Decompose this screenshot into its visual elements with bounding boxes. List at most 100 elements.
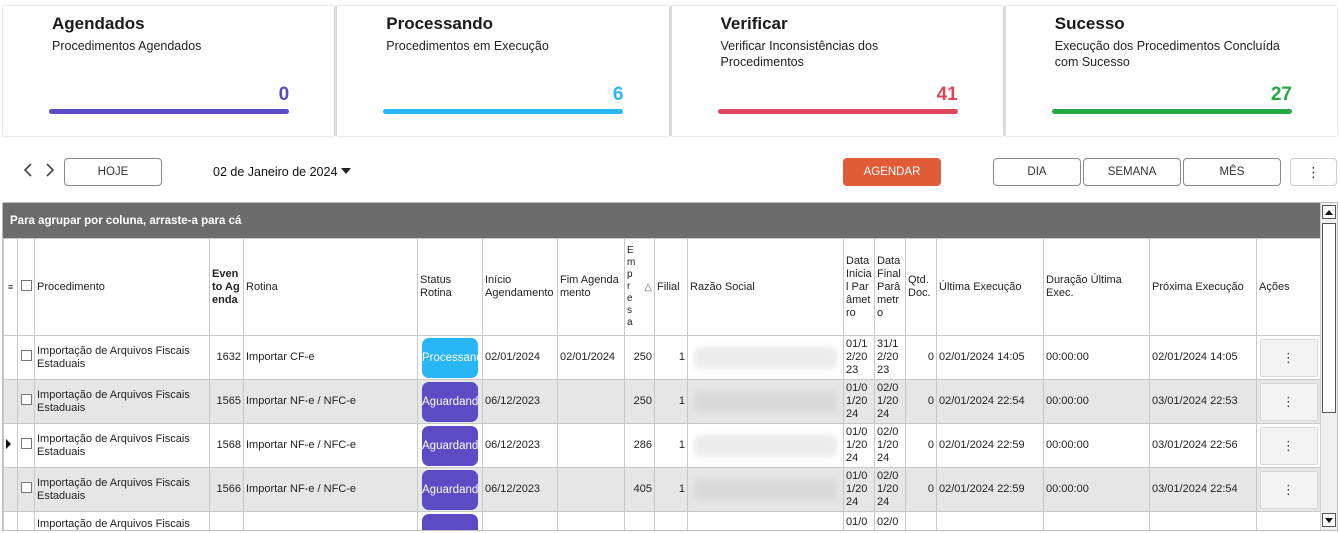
row-checkbox[interactable] (17, 467, 35, 512)
cell-procedimento: Importação de Arquivos Fiscais Estaduais (34, 467, 210, 512)
view-week-button[interactable]: SEMANA (1083, 158, 1181, 186)
cell-razao-social (687, 423, 844, 468)
cell-filial: 1 (654, 335, 688, 380)
card-processando[interactable]: Processando Procedimentos em Execução 6 (337, 6, 669, 136)
chevron-left-icon[interactable] (23, 163, 33, 182)
cell-filial: 1 (654, 379, 688, 424)
cell-empresa: 250 (624, 335, 655, 380)
group-by-panel[interactable]: Para agrupar por coluna, arraste-a para … (3, 203, 1337, 238)
cell-qtd: 0 (905, 467, 937, 512)
row-actions-button[interactable]: ⋮ (1259, 470, 1318, 509)
cell-acoes: ⋮ (1256, 423, 1321, 468)
card-verificar[interactable]: Verificar Verificar Inconsistências dos … (671, 6, 1003, 136)
cell-rotina: Importar CF-e (243, 335, 418, 380)
col-inicio[interactable]: Início Agendamento (482, 238, 558, 336)
cell-acoes: ⋮ (1256, 335, 1321, 380)
schedule-button[interactable]: AGENDAR (843, 158, 941, 186)
date-picker[interactable]: 02 de Janeiro de 2024 (213, 165, 352, 179)
cell-qtd: 0 (905, 423, 937, 468)
card-sucesso[interactable]: Sucesso Execução dos Procedimentos Concl… (1005, 6, 1337, 136)
col-empresa[interactable]: Empresa △ (624, 238, 655, 336)
col-rotina[interactable]: Rotina (243, 238, 418, 336)
table-row[interactable]: Importação de Arquivos Fiscais Estaduais… (3, 379, 1321, 424)
cell-inicio: 06/12/2023 (482, 423, 558, 468)
row-checkbox[interactable] (17, 511, 35, 530)
card-subtitle: Procedimentos Agendados (52, 39, 202, 53)
col-procedimento[interactable]: Procedimento (34, 238, 210, 336)
view-day-button[interactable]: DIA (993, 158, 1081, 186)
col-filial[interactable]: Filial (654, 238, 688, 336)
table-row[interactable]: Importação de Arquivos Fiscais Estaduais… (3, 423, 1321, 468)
scrollbar-thumb[interactable] (1322, 223, 1336, 413)
col-data-final[interactable]: Data Final Parâmetro (874, 238, 906, 336)
col-qtd-doc[interactable]: Qtd. Doc. (905, 238, 937, 336)
cell-qtd: 0 (905, 335, 937, 380)
cell-proxima: 03/01/2024 22:56 (1149, 423, 1257, 468)
row-actions-button[interactable]: ⋮ (1259, 426, 1318, 465)
status-badge (422, 514, 478, 530)
cell-duracao: 00:00:00 (1043, 423, 1150, 468)
cell-empresa: 286 (624, 423, 655, 468)
row-actions-button[interactable]: ⋮ (1259, 382, 1318, 421)
cell-inicio: 06/12/2023 (482, 379, 558, 424)
cell-filial: 1 (654, 467, 688, 512)
column-chooser-icon[interactable]: ≡ (3, 238, 18, 336)
cell-duracao: 00:00:00 (1043, 335, 1150, 380)
current-row-icon (6, 438, 11, 449)
row-checkbox[interactable] (17, 335, 35, 380)
cell-rotina (243, 511, 418, 530)
row-checkbox[interactable] (17, 423, 35, 468)
col-razao-social[interactable]: Razão Social (687, 238, 844, 336)
cell-proxima: 03/01/2024 22:54 (1149, 467, 1257, 512)
col-data-inicial[interactable]: Data Inicial Parâmetro (843, 238, 875, 336)
card-title: Agendados (52, 14, 145, 33)
row-actions-button[interactable]: ⋮ (1259, 338, 1318, 377)
sort-asc-icon: △ (644, 282, 652, 293)
cell-fim (557, 423, 625, 468)
vertical-scrollbar[interactable] (1320, 203, 1337, 530)
scroll-up-icon[interactable] (1322, 205, 1336, 219)
row-checkbox[interactable] (17, 379, 35, 424)
current-date: 02 de Janeiro de 2024 (213, 165, 338, 179)
cell-rotina: Importar NF-e / NFC-e (243, 423, 418, 468)
col-fim[interactable]: Fim Agendamento (557, 238, 625, 336)
select-all-checkbox[interactable] (17, 238, 35, 336)
cell-data-final: 02/01/2024 (874, 467, 906, 512)
summary-cards: Agendados Procedimentos Agendados 0 Proc… (3, 6, 1337, 136)
view-month-button[interactable]: MÊS (1183, 158, 1281, 186)
col-ultima-execucao[interactable]: Última Execução (936, 238, 1044, 336)
row-indicator (3, 467, 18, 512)
cell-data-final: 02/01/2024 (874, 423, 906, 468)
redacted-text (694, 434, 837, 457)
today-button[interactable]: HOJE (64, 158, 162, 186)
col-evento[interactable]: Evento Agenda (209, 238, 244, 336)
table-row[interactable]: Importação de Arquivos Fiscais Estaduais… (3, 467, 1321, 512)
scroll-down-icon[interactable] (1322, 513, 1336, 527)
cell-duracao: 00:00:00 (1043, 467, 1150, 512)
table-row[interactable]: Importação de Arquivos Fiscais Estaduais… (3, 335, 1321, 380)
cell-ultima: 02/01/2024 22:59 (936, 423, 1044, 468)
cell-acoes: ⋮ (1256, 467, 1321, 512)
cell-razao-social (687, 467, 844, 512)
cell-qtd (905, 511, 937, 530)
cell-status: Processando (417, 335, 483, 380)
col-duracao[interactable]: Duração Última Exec. (1043, 238, 1150, 336)
cell-evento: 1632 (209, 335, 244, 380)
cell-status (417, 511, 483, 530)
schedule-grid: Para agrupar por coluna, arraste-a para … (2, 202, 1338, 531)
cell-evento: 1566 (209, 467, 244, 512)
card-count: 0 (278, 84, 290, 105)
table-row[interactable]: Importação de Arquivos Fiscais 01/0 02/0 (3, 511, 1321, 530)
card-progress-bar (1051, 109, 1292, 114)
cell-data-inicial: 01/01/2024 (843, 467, 875, 512)
row-indicator (3, 379, 18, 424)
col-proxima-execucao[interactable]: Próxima Execução (1149, 238, 1257, 336)
chevron-right-icon[interactable] (45, 163, 55, 182)
cell-empresa: 250 (624, 379, 655, 424)
cell-ultima: 02/01/2024 22:59 (936, 467, 1044, 512)
col-status[interactable]: Status Rotina (417, 238, 483, 336)
more-options-button[interactable]: ⋮ (1290, 158, 1337, 186)
card-agendados[interactable]: Agendados Procedimentos Agendados 0 (3, 6, 335, 136)
cell-procedimento: Importação de Arquivos Fiscais Estaduais (34, 423, 210, 468)
card-subtitle: Procedimentos em Execução (386, 39, 549, 53)
